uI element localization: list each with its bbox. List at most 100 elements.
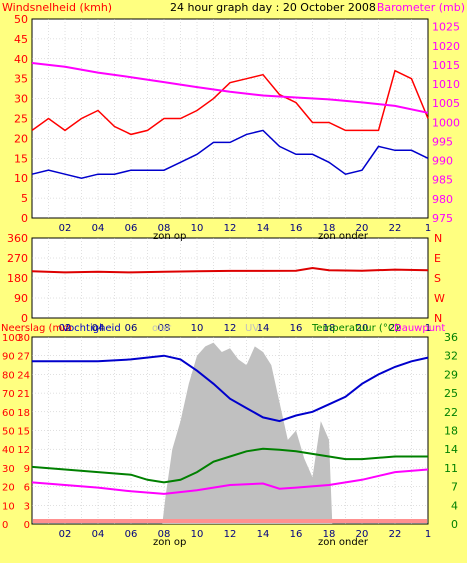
series-wind-direction [31,266,429,274]
y-left-tick-label: 90 [14,292,28,305]
rain-tick-label: 12 [17,445,30,456]
x-tick-label: 12 [224,223,237,234]
rain-tick-label: 30 [17,333,30,344]
x-tick-label: 08 [158,223,171,234]
x-tick-label: 12 [224,323,237,334]
x-tick-label: 04 [92,323,105,334]
wind-panel-axis-ticks: 0510152025303540455097598098599099510001… [14,13,460,234]
x-tick-label: 18 [323,223,336,234]
y-left-tick-label: 10 [14,172,28,185]
temperature-tick-label: 25 [444,387,458,400]
x-tick-label: 10 [191,223,204,234]
x-tick-label: 20 [356,529,369,540]
rain-tick-label: 27 [17,352,30,363]
wind-speed-axis-title: Windsnelheid (kmh) [2,1,112,14]
x-tick-label: 10 [191,323,204,334]
x-tick-label: 18 [323,529,336,540]
sunrise-label-top: zon op [153,231,186,242]
humidity-tick-label: 50 [2,427,15,438]
x-tick-label: 14 [257,323,270,334]
y-left-tick-label: 360 [7,232,28,245]
sunrise-label-bottom: zon op [153,537,186,548]
humidity-tick-label: 30 [2,464,15,475]
x-tick-label: 06 [125,223,138,234]
x-tick-label: 22 [389,323,402,334]
sunset-label-top: zon onder [318,231,369,242]
x-tick-label: 1 [425,323,431,334]
y-left-tick-label: 0 [21,312,28,325]
rain-tick-label: 24 [17,370,30,381]
y-left-tick-label: 15 [14,152,28,165]
y-left-tick-label: 270 [7,252,28,265]
dewpoint-axis-title: Dauwpunt [394,323,445,334]
temperature-tick-label: 7 [451,481,458,494]
humidity-tick-label: 10 [2,501,15,512]
humidity-tick-label: 100 [2,333,21,344]
humidity-panel-grid [32,337,428,524]
y-right-tick-label: 1000 [432,116,460,129]
temperature-tick-label: 0 [451,518,458,531]
rain-tick-label: 3 [24,501,30,512]
temperature-axis-title: Temperatuur (°C) [311,323,399,334]
direction-panel-series [31,266,429,274]
series-solar [162,342,333,524]
compass-tick-label: N [434,232,442,245]
compass-tick-label: S [434,272,441,285]
rain-axis-title: Neerslag (mm [1,323,72,334]
y-right-tick-label: 1010 [432,78,460,91]
x-tick-label: 02 [59,223,72,234]
x-tick-label: 06 [125,323,138,334]
rain-bar [33,519,427,523]
series-humidity [32,354,429,423]
temperature-tick-label: 11 [444,462,458,475]
x-tick-label: 14 [257,223,270,234]
wind-panel-series [31,62,429,179]
humidity-tick-label: 20 [2,483,15,494]
x-tick-label: 1 [425,529,431,540]
y-left-tick-label: 45 [14,33,28,46]
temperature-tick-label: 36 [444,331,458,344]
graph-title: 24 hour graph day : 20 October 2008 [170,1,376,14]
humidity-axis-title: Vochtigheid [62,323,121,334]
humidity-tick-label: 90 [2,352,15,363]
y-left-tick-label: 30 [14,93,28,106]
rain-tick-label: 18 [17,408,30,419]
x-tick-label: 1 [425,223,431,234]
temperature-tick-label: 22 [444,406,458,419]
y-left-tick-label: 35 [14,73,28,86]
humidity-tick-label: 60 [2,408,15,419]
humidity-panel-series [31,354,429,495]
y-right-tick-label: 995 [432,135,453,148]
compass-tick-label: W [434,292,445,305]
x-tick-label: 14 [257,529,270,540]
x-tick-label: 04 [92,223,105,234]
y-left-tick-label: 180 [7,272,28,285]
series-barometer [31,62,429,114]
x-tick-label: 16 [290,223,303,234]
sunset-label-bottom: zon onder [318,537,369,548]
series-wind-speed [31,129,429,179]
rain-tick-label: 6 [24,483,30,494]
rain-tick-label: 15 [17,427,30,438]
y-right-tick-label: 1005 [432,97,460,110]
y-right-tick-label: 985 [432,174,453,187]
temperature-tick-label: 32 [444,350,458,363]
y-right-tick-label: 1025 [432,21,460,34]
direction-panel-axis-ticks: 0 N 90 W 180 S 270 E 360 N 02 04 06 08 10 12 14 16 18 20 22 1 [7,232,445,334]
y-right-tick-label: 1020 [432,40,460,53]
y-left-tick-label: 20 [14,132,28,145]
x-tick-label: 16 [290,323,303,334]
x-tick-label: 10 [191,529,204,540]
x-tick-label: 02 [59,529,72,540]
y-right-tick-label: 975 [432,212,453,225]
x-tick-label: 12 [224,529,237,540]
x-tick-label: 20 [356,223,369,234]
series-dewpoint [31,468,429,495]
solar-series [162,342,333,524]
temperature-tick-label: 18 [444,425,458,438]
humidity-tick-label: 80 [2,370,15,381]
x-tick-label: 22 [389,223,402,234]
x-tick-label: 08 [158,323,171,334]
direction-panel-grid [32,238,428,318]
